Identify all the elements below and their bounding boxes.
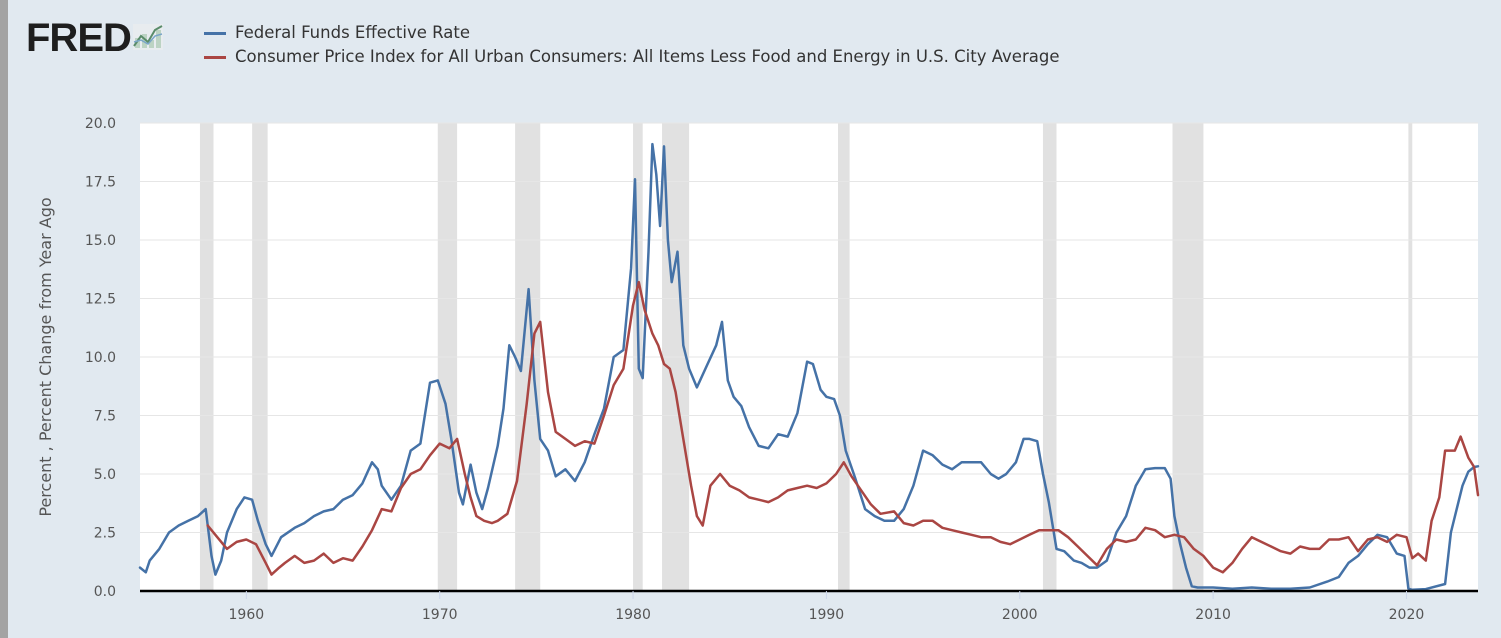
legend-item-fed-funds[interactable]: Federal Funds Effective Rate xyxy=(204,20,1059,44)
x-tick-label: 1960 xyxy=(229,607,265,623)
x-tick-label: 2020 xyxy=(1389,607,1425,623)
legend-label-fed-funds: Federal Funds Effective Rate xyxy=(235,22,470,42)
legend: Federal Funds Effective Rate Consumer Pr… xyxy=(204,20,1059,68)
x-tick-label: 1990 xyxy=(809,607,845,623)
y-tick-label: 5.0 xyxy=(94,467,116,483)
legend-label-cpi: Consumer Price Index for All Urban Consu… xyxy=(235,46,1060,66)
series-line-fed-funds-rate[interactable] xyxy=(138,142,1480,592)
x-tick-label: 2000 xyxy=(1002,607,1038,623)
fred-logo[interactable]: FRED xyxy=(26,16,163,60)
legend-item-cpi[interactable]: Consumer Price Index for All Urban Consu… xyxy=(204,44,1059,68)
y-tick-label: 0.0 xyxy=(94,584,116,600)
legend-swatch-cpi xyxy=(204,55,226,59)
y-axis-title: Percent , Percent Change from Year Ago xyxy=(36,197,55,516)
y-tick-label: 2.5 xyxy=(94,526,116,542)
y-tick-label: 20.0 xyxy=(85,116,116,132)
x-tick-label: 2010 xyxy=(1195,607,1231,623)
chart-header: FRED Federal Funds Effective Rate Consum… xyxy=(26,14,1326,84)
x-tick-label: 1970 xyxy=(422,607,458,623)
series-line-core-cpi[interactable] xyxy=(206,280,1480,576)
y-tick-label: 12.5 xyxy=(85,292,116,308)
logo-text: FRED xyxy=(26,16,132,60)
y-tick-label: 15.0 xyxy=(85,233,116,249)
trend-line-icon xyxy=(132,24,163,50)
x-tick-label: 1980 xyxy=(615,607,651,623)
window-edge xyxy=(0,0,8,638)
y-tick-label: 17.5 xyxy=(85,175,116,191)
legend-swatch-fed-funds xyxy=(204,31,226,35)
y-tick-label: 7.5 xyxy=(94,409,116,425)
y-tick-label: 10.0 xyxy=(85,350,116,366)
